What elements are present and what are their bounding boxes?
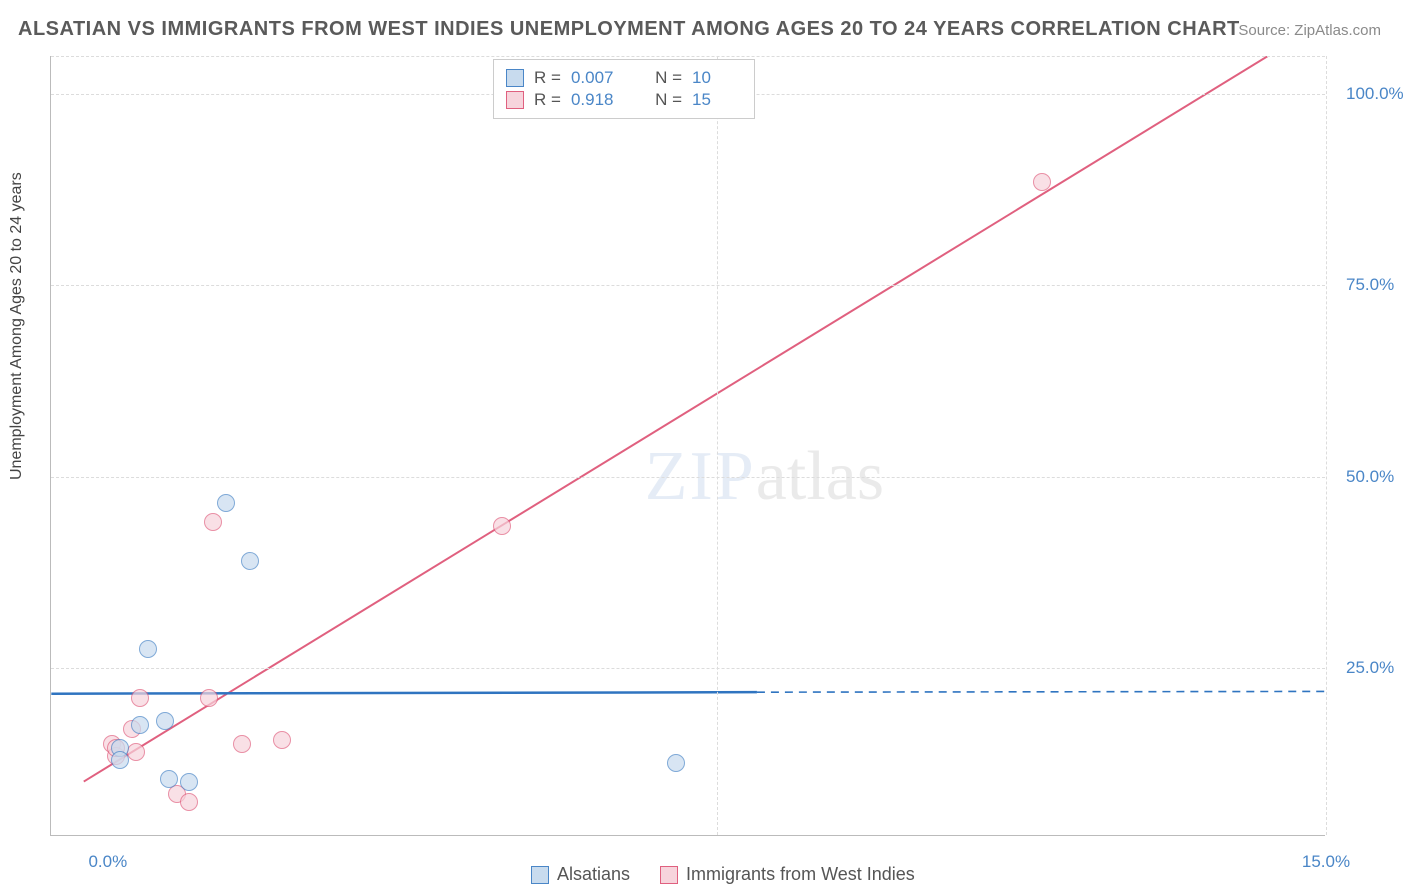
data-point-blue bbox=[131, 716, 149, 734]
data-point-pink bbox=[273, 731, 291, 749]
x-tick-label: 0.0% bbox=[88, 852, 127, 872]
data-point-pink bbox=[493, 517, 511, 535]
scatter-chart: ZIPatlas 25.0%50.0%75.0%100.0%0.0%15.0%R… bbox=[50, 56, 1325, 836]
series-legend-item-blue: Alsatians bbox=[531, 864, 630, 885]
gridline-horizontal bbox=[51, 285, 1325, 286]
legend-n-value: 15 bbox=[692, 90, 742, 110]
y-tick-label: 100.0% bbox=[1346, 84, 1404, 104]
legend-swatch bbox=[506, 69, 524, 87]
chart-title: ALSATIAN VS IMMIGRANTS FROM WEST INDIES … bbox=[18, 18, 1240, 41]
data-point-blue bbox=[217, 494, 235, 512]
y-tick-label: 50.0% bbox=[1346, 467, 1394, 487]
legend-r-value: 0.007 bbox=[571, 68, 621, 88]
source-name: ZipAtlas.com bbox=[1294, 22, 1381, 39]
data-point-pink bbox=[204, 513, 222, 531]
data-point-blue bbox=[667, 754, 685, 772]
legend-swatch bbox=[506, 91, 524, 109]
x-tick-label: 15.0% bbox=[1302, 852, 1350, 872]
series-legend: Alsatians Immigrants from West Indies bbox=[531, 864, 915, 885]
legend-r-label: R = bbox=[534, 68, 561, 88]
data-point-blue bbox=[160, 770, 178, 788]
legend-row-blue: R = 0.007 N = 10 bbox=[506, 68, 742, 88]
legend-swatch bbox=[531, 866, 549, 884]
y-tick-label: 25.0% bbox=[1346, 658, 1394, 678]
series-legend-item-pink: Immigrants from West Indies bbox=[660, 864, 915, 885]
legend-row-pink: R = 0.918 N = 15 bbox=[506, 90, 742, 110]
legend-n-value: 10 bbox=[692, 68, 742, 88]
gridline-vertical bbox=[1326, 56, 1327, 835]
gridline-horizontal bbox=[51, 56, 1325, 57]
data-point-blue bbox=[241, 552, 259, 570]
gridline-horizontal bbox=[51, 477, 1325, 478]
data-point-blue bbox=[139, 640, 157, 658]
data-point-pink bbox=[233, 735, 251, 753]
y-axis-label: Unemployment Among Ages 20 to 24 years bbox=[8, 172, 26, 480]
gridline-horizontal bbox=[51, 668, 1325, 669]
y-tick-label: 75.0% bbox=[1346, 275, 1394, 295]
data-point-blue bbox=[156, 712, 174, 730]
series-legend-label: Alsatians bbox=[557, 864, 630, 885]
data-point-pink bbox=[200, 689, 218, 707]
data-point-blue bbox=[111, 751, 129, 769]
gridline-vertical bbox=[717, 56, 718, 835]
legend-n-label: N = bbox=[655, 68, 682, 88]
correlation-legend: R = 0.007 N = 10R = 0.918 N = 15 bbox=[493, 59, 755, 119]
data-point-pink bbox=[1033, 173, 1051, 191]
data-point-pink bbox=[180, 793, 198, 811]
legend-swatch bbox=[660, 866, 678, 884]
source-label: Source: bbox=[1238, 22, 1294, 39]
data-point-pink bbox=[127, 743, 145, 761]
legend-r-label: R = bbox=[534, 90, 561, 110]
source-attribution: Source: ZipAtlas.com bbox=[1238, 22, 1381, 39]
series-legend-label: Immigrants from West Indies bbox=[686, 864, 915, 885]
data-point-pink bbox=[131, 689, 149, 707]
data-point-blue bbox=[180, 773, 198, 791]
legend-r-value: 0.918 bbox=[571, 90, 621, 110]
legend-n-label: N = bbox=[655, 90, 682, 110]
